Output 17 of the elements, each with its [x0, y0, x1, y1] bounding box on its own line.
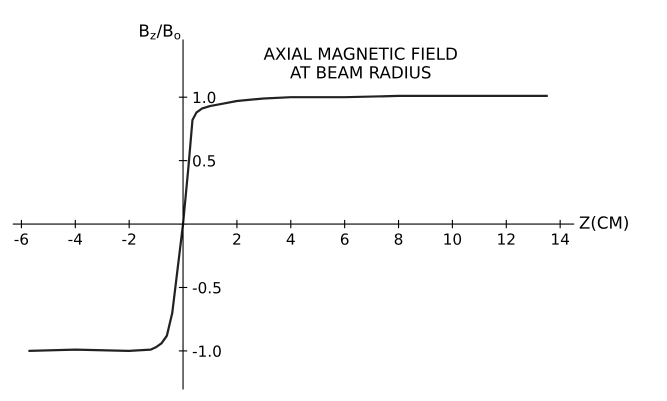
y-axis-title: B$_{z}$/B$_{o}$	[140, 24, 180, 40]
x-tick-label: 12	[498, 233, 514, 245]
y-tick-label: 1.0	[194, 92, 216, 104]
x-tick-label: 2	[233, 233, 240, 245]
x-axis-title: Z(CM)	[580, 216, 628, 231]
x-tick-label: 8	[394, 233, 402, 245]
x-tick-label: -6	[14, 233, 28, 245]
y-tick-label: -1.0	[192, 345, 221, 357]
text: AXIAL MAGNETIC FIELD AT BEAM RADIUS	[264, 47, 457, 79]
y-tick-label: -0.5	[192, 282, 221, 294]
x-tick-label: 6	[340, 233, 349, 245]
x-tick-label: 14	[552, 234, 570, 245]
x-tick-label: -2	[122, 233, 136, 245]
x-tick-label: 10	[444, 233, 462, 245]
x-tick-label: -4	[68, 234, 82, 245]
x-tick-label: 4	[286, 234, 295, 245]
y-tick-label: 0.5	[193, 155, 216, 167]
